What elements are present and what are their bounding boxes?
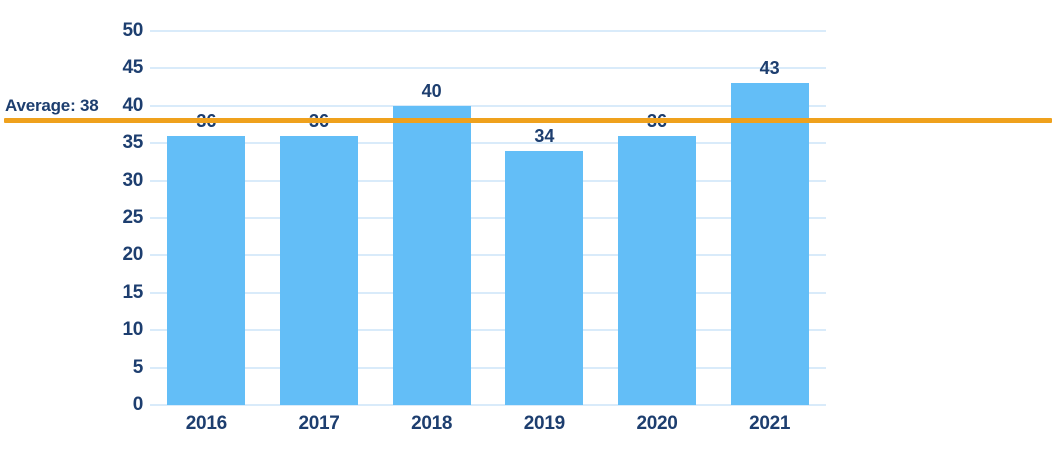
bar bbox=[167, 135, 246, 405]
gridline bbox=[150, 67, 826, 70]
y-axis-tick-label: 40 bbox=[122, 94, 143, 116]
y-axis-tick-label: 50 bbox=[122, 20, 143, 41]
gridline bbox=[150, 30, 826, 32]
bar-value-label: 34 bbox=[534, 125, 555, 146]
y-axis-tick-label: 5 bbox=[132, 356, 144, 378]
x-axis-tick-label: 2020 bbox=[636, 413, 678, 434]
gridline bbox=[150, 142, 826, 145]
y-axis-tick-label: 45 bbox=[122, 57, 143, 79]
bar bbox=[280, 135, 358, 405]
y-axis-tick-label: 20 bbox=[122, 244, 143, 266]
x-axis-tick-label: 2021 bbox=[749, 413, 791, 434]
bar bbox=[618, 135, 696, 405]
y-axis-tick-label: 10 bbox=[122, 319, 143, 341]
average-line-label: Average: 38 bbox=[5, 96, 99, 115]
average-line bbox=[4, 118, 1052, 123]
x-axis-tick-label: 2019 bbox=[523, 413, 565, 434]
gridline bbox=[150, 179, 826, 182]
gridline bbox=[150, 217, 826, 219]
bar-value-label: 43 bbox=[759, 58, 780, 79]
y-axis-tick-label: 25 bbox=[122, 207, 143, 228]
gridline bbox=[150, 254, 826, 257]
gridline bbox=[150, 291, 826, 294]
bar bbox=[392, 105, 471, 405]
y-axis-tick-label: 30 bbox=[122, 169, 143, 191]
bar bbox=[505, 150, 584, 405]
y-axis-tick-label: 15 bbox=[122, 281, 143, 303]
gridline bbox=[150, 104, 826, 107]
y-axis-tick-label: 35 bbox=[122, 132, 143, 154]
x-axis-tick-label: 2018 bbox=[411, 413, 453, 434]
x-axis-tick-label: 2016 bbox=[185, 413, 227, 434]
bar bbox=[730, 83, 809, 405]
bar-value-label: 40 bbox=[421, 80, 442, 101]
gridline bbox=[150, 404, 826, 406]
x-axis-tick-label: 2017 bbox=[298, 413, 340, 434]
gridline bbox=[150, 329, 826, 332]
gridline bbox=[150, 366, 826, 369]
y-axis-tick-label: 0 bbox=[132, 394, 144, 415]
